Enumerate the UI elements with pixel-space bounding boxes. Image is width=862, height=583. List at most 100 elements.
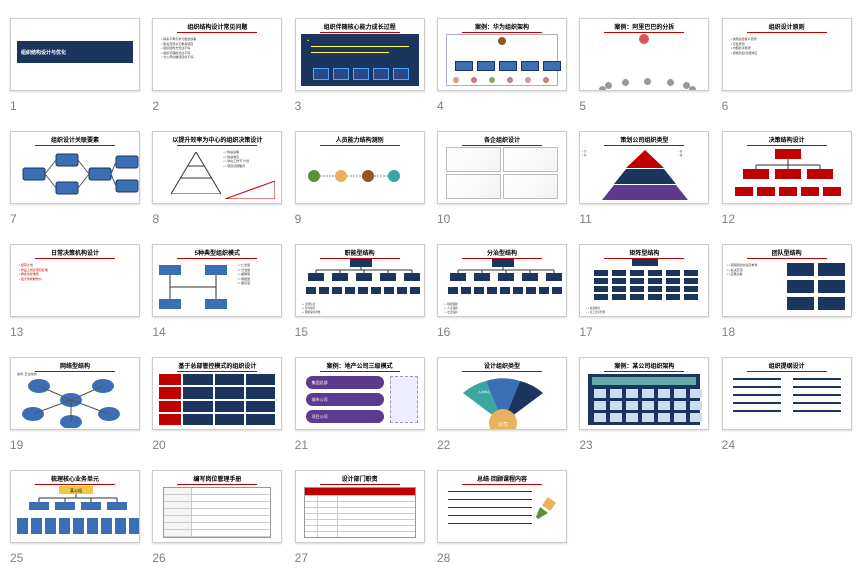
slide-thumbnail[interactable]: 基于总部管控模式的组织设计	[152, 357, 282, 430]
title-underline	[320, 145, 400, 146]
slide-thumbnail[interactable]: 团队型结构▪ 项层随创出议定参考▪ 总决定顶▪ 应属达提	[722, 244, 852, 317]
slide-thumbnail[interactable]: 组织设计关联要素	[10, 131, 140, 204]
slide-title: 组织伴随核心能力成长过程	[296, 19, 424, 31]
bullet-list: ▪ 项层随创出议定参考▪ 总决定顶▪ 应属达提	[727, 263, 781, 277]
tree	[438, 259, 567, 297]
slide-title: 基于总部管控模式的组织设计	[153, 358, 281, 370]
slide-title: 总结·回顾课程内容	[438, 471, 566, 483]
bullet-list: 横系不再与学习能创造事职责范围交叉重叠项目组织结构方式过不停组织管理模式过不停分…	[153, 35, 281, 62]
slide-number: 22	[437, 438, 567, 452]
diagram-dark: ▲	[301, 34, 419, 86]
fan: 公司 人资中心	[438, 373, 567, 429]
side-list: ▪ 仁合型▪ 分治型▪ 超降型▪ 网络型▪ 团队型	[237, 263, 277, 286]
slide-grid: 组织结构设计与优化 1 组织结构设计常见问题横系不再与学习能创造事职责范围交叉重叠项…	[10, 18, 852, 565]
left-list: 定位	[582, 150, 612, 158]
slide-thumbnail[interactable]: 组织结构设计与优化	[10, 18, 140, 91]
slide-number: 24	[722, 438, 852, 452]
slide-number: 27	[295, 551, 425, 565]
slide-thumbnail[interactable]: 分治型结构 ▪ 规则通建▪ 人束通建▪ 法法保护	[437, 244, 567, 317]
slide-number: 9	[295, 212, 425, 226]
slide-number: 8	[152, 212, 282, 226]
slide-number: 12	[722, 212, 852, 226]
title-underline	[320, 371, 400, 372]
slide: 各企组织设计 10	[437, 131, 567, 226]
slide-thumbnail[interactable]: 组织提纲设计	[722, 357, 852, 430]
slide-title: 设计部门职责	[296, 471, 424, 483]
form	[163, 487, 271, 538]
slide-thumbnail[interactable]: 5种典型组织模式 ▪ 仁合型▪ 分治型▪ 超降型▪ 网络型▪ 团队型	[152, 244, 282, 317]
slide-title: 以提升效率为中心的组织决策设计	[153, 132, 281, 144]
slide: 人员能力结构测别 9	[295, 131, 425, 226]
slide-thumbnail[interactable]: 编写岗位管理手册	[152, 470, 282, 543]
slide-thumbnail[interactable]: 案例：地产公司三级模式 集团总部城市公司项目公司	[295, 357, 425, 430]
slide-thumbnail[interactable]: 决策结构设计	[722, 131, 852, 204]
title-underline	[747, 371, 827, 372]
title-underline	[462, 32, 542, 33]
slide: 矩阵型结构 ▪ 资源限用▪ 员工方序管理17	[579, 244, 709, 339]
slide: 日常决策机构设计经营计划作品上线定项目标准剩余位标准则最大列视制作价13	[10, 244, 140, 339]
slide: 组织设计原则快跑运给客户原则可控原则内部的平衡则视频约后/议能效应6	[722, 18, 852, 113]
slide-thumbnail[interactable]: 组织伴随核心能力成长过程 ▲	[295, 18, 425, 91]
slide-number: 26	[152, 551, 282, 565]
title-underline	[35, 484, 115, 485]
slide-thumbnail[interactable]: 网络型结构案例: 日企案例	[10, 357, 140, 430]
slide-thumbnail[interactable]: 设计部门职责	[295, 470, 425, 543]
slide-number: 23	[579, 438, 709, 452]
building	[588, 374, 700, 425]
slide-thumbnail[interactable]: 梳理核心业务单元 某公组	[10, 470, 140, 543]
wide-tree: 某公组	[11, 486, 140, 541]
tree	[296, 259, 425, 297]
capability-dots	[296, 148, 425, 203]
slide-title: 分治型结构	[438, 245, 566, 257]
slide-number: 19	[10, 438, 140, 452]
slide-title: 决策结构设计	[723, 132, 851, 144]
four-panel	[446, 147, 558, 199]
svg-text:某公组: 某公组	[70, 487, 82, 493]
slide-thumbnail[interactable]: 设计组织类型 公司 人资中心	[437, 357, 567, 430]
slide-thumbnail[interactable]: 职能型结构 ▪ 法则信息▪ 条约保持▪ 网络保时调整	[295, 244, 425, 317]
summary-lines	[448, 491, 532, 531]
below-list: ▪ 法则信息▪ 条约保持▪ 网络保时调整	[302, 303, 321, 315]
slide-thumbnail[interactable]: 策划公司组织类型 定位 层级	[579, 131, 709, 204]
slide-number: 10	[437, 212, 567, 226]
slide: 组织结构设计常见问题横系不再与学习能创造事职责范围交叉重叠项目组织结构方式过不停…	[152, 18, 282, 113]
slide-thumbnail[interactable]: 矩阵型结构 ▪ 资源限用▪ 员工方序管理	[579, 244, 709, 317]
slide-title: 案例：地产公司三级模式	[296, 358, 424, 370]
slide-thumbnail[interactable]: 各企组织设计	[437, 131, 567, 204]
title-underline	[604, 371, 684, 372]
slide: 案例：某公司组织架构 23	[579, 357, 709, 452]
slide-title: 梳理核心业务单元	[11, 471, 139, 483]
slide-thumbnail[interactable]: 总结·回顾课程内容	[437, 470, 567, 543]
slide: 以提升效率为中心的组织决策设计 ▪ 快速决策▪ 快速响应▪ 零在工作节 计划▪ …	[152, 131, 282, 226]
slide: 案例：华为组织架构 4	[437, 18, 567, 113]
slide-thumbnail[interactable]: 日常决策机构设计经营计划作品上线定项目标准剩余位标准则最大列视制作价	[10, 244, 140, 317]
title-underline	[747, 32, 827, 33]
slide-thumbnail[interactable]: 组织结构设计常见问题横系不再与学习能创造事职责范围交叉重叠项目组织结构方式过不停…	[152, 18, 282, 91]
slide-thumbnail[interactable]: 以提升效率为中心的组织决策设计 ▪ 快速决策▪ 快速响应▪ 零在工作节 计划▪ …	[152, 131, 282, 204]
slide-number: 7	[10, 212, 140, 226]
title-underline	[462, 371, 542, 372]
slide-title: 职能型结构	[296, 245, 424, 257]
slide: 组织伴随核心能力成长过程 ▲ 3	[295, 18, 425, 113]
slide: 基于总部管控模式的组织设计 20	[152, 357, 282, 452]
org-chart	[586, 34, 702, 86]
slide-thumbnail[interactable]: 案例：阿里巴巴的分拆	[579, 18, 709, 91]
slide-thumbnail[interactable]: 组织设计原则快跑运给客户原则可控原则内部的平衡则视频约后/议能效应	[722, 18, 852, 91]
title-underline	[747, 258, 827, 259]
slide-thumbnail[interactable]: 案例：某公司组织架构	[579, 357, 709, 430]
bus-diagram	[157, 263, 237, 313]
tree	[723, 147, 852, 202]
slide: 设计部门职责 27	[295, 470, 425, 565]
redblue-grid	[159, 374, 275, 425]
slide-thumbnail[interactable]: 人员能力结构测别	[295, 131, 425, 204]
slide-thumbnail[interactable]: 案例：华为组织架构	[437, 18, 567, 91]
title-underline	[747, 145, 827, 146]
slide-number: 1	[10, 99, 140, 113]
slide-title: 矩阵型结构	[580, 245, 708, 257]
title-underline	[320, 32, 400, 33]
slide: 职能型结构 ▪ 法则信息▪ 条约保持▪ 网络保时调整15	[295, 244, 425, 339]
slide-title: 人员能力结构测别	[296, 132, 424, 144]
slide-title: 网络型结构	[11, 358, 139, 370]
slide: 组织提纲设计 24	[722, 357, 852, 452]
slide-number: 5	[579, 99, 709, 113]
